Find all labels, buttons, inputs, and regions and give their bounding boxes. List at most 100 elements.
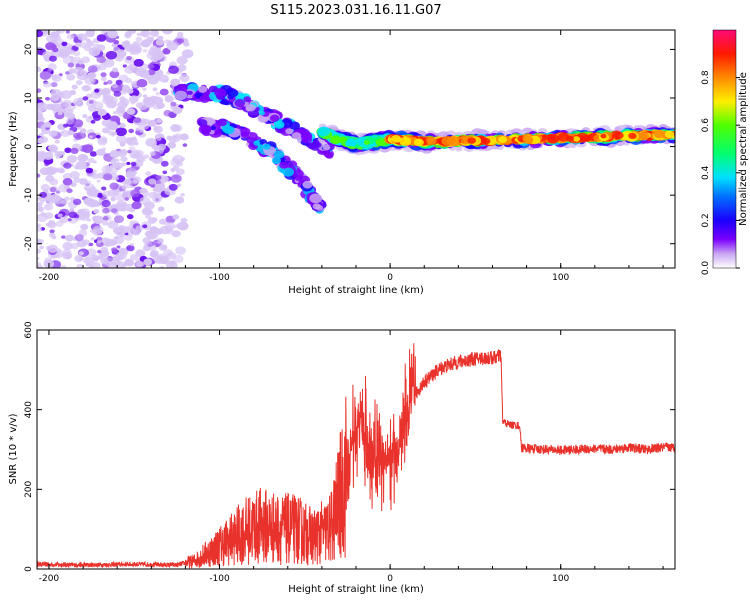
spectrogram-y-label: Frequency (Hz) bbox=[8, 111, 19, 187]
noise-blob bbox=[152, 87, 158, 92]
noise-blob bbox=[157, 206, 165, 212]
noise-blob bbox=[152, 195, 162, 204]
noise-blob bbox=[160, 256, 170, 264]
noise-blob bbox=[86, 199, 98, 208]
noise-blob bbox=[126, 88, 134, 94]
noise-blob bbox=[170, 78, 181, 87]
noise-blob bbox=[142, 96, 154, 106]
noise-blob bbox=[133, 47, 142, 54]
main-trace-core bbox=[600, 133, 607, 139]
noise-blob bbox=[160, 160, 169, 167]
snr-x-tick-label: 0 bbox=[387, 574, 393, 584]
noise-blob bbox=[117, 149, 127, 158]
noise-blob bbox=[149, 226, 159, 233]
main-trace-core bbox=[441, 136, 454, 146]
lower-branch-blob bbox=[253, 140, 261, 146]
noise-blob bbox=[180, 192, 185, 197]
noise-blob bbox=[121, 40, 130, 48]
noise-blob bbox=[79, 178, 88, 185]
spectrogram-x-ticks: -200 -100 0 100 bbox=[39, 30, 664, 283]
noise-blob bbox=[109, 164, 115, 168]
noise-blob bbox=[37, 137, 45, 144]
noise-blob bbox=[175, 168, 185, 176]
noise-blob bbox=[119, 140, 126, 146]
noise-blob bbox=[156, 118, 162, 123]
noise-blob bbox=[65, 71, 70, 75]
upper-branch-blob bbox=[285, 128, 294, 135]
noise-blob bbox=[49, 186, 57, 193]
noise-blob bbox=[63, 162, 72, 169]
main-trace-core bbox=[585, 135, 592, 140]
noise-blob bbox=[65, 234, 75, 242]
noise-blob bbox=[135, 249, 146, 258]
noise-blob bbox=[149, 151, 156, 156]
noise-blob bbox=[96, 192, 104, 198]
noise-blob bbox=[121, 207, 127, 212]
noise-blob bbox=[164, 79, 169, 83]
noise-blob bbox=[155, 39, 165, 46]
snr-x-tick-label: -100 bbox=[209, 574, 230, 584]
noise-blob bbox=[136, 32, 142, 37]
noise-blob bbox=[136, 78, 148, 88]
upper-branch-blob bbox=[313, 139, 320, 145]
noise-blob bbox=[107, 189, 118, 198]
noise-blob bbox=[85, 167, 94, 174]
noise-blob bbox=[93, 209, 100, 214]
snr-series-line bbox=[36, 343, 676, 569]
noise-blob bbox=[117, 110, 125, 117]
spectrogram-y-tick-label: 10 bbox=[24, 92, 34, 104]
main-trace-core bbox=[460, 137, 471, 145]
noise-blob bbox=[62, 177, 73, 186]
noise-blob bbox=[162, 170, 168, 175]
noise-blob bbox=[64, 112, 71, 118]
spectrogram-y-ticks: 20 10 0 -10 -20 bbox=[24, 43, 675, 251]
noise-blob bbox=[37, 226, 42, 232]
noise-blob bbox=[114, 162, 124, 170]
main-trace-halo bbox=[614, 126, 621, 132]
noise-blob bbox=[110, 208, 118, 214]
noise-blob bbox=[82, 96, 89, 101]
noise-blob bbox=[168, 183, 178, 191]
noise-blob bbox=[128, 95, 139, 103]
noise-blob bbox=[107, 220, 119, 229]
noise-blob bbox=[55, 190, 61, 194]
noise-blob bbox=[70, 147, 79, 154]
noise-blob bbox=[74, 134, 82, 141]
noise-blob bbox=[103, 81, 108, 85]
noise-blob bbox=[119, 226, 130, 234]
noise-blob bbox=[172, 124, 183, 132]
noise-blob bbox=[52, 196, 64, 205]
noise-blob bbox=[161, 30, 173, 35]
main-trace-mid bbox=[346, 138, 358, 147]
noise-blob bbox=[105, 50, 117, 60]
noise-blob bbox=[150, 250, 159, 257]
spectrogram-x-tick-label: -200 bbox=[39, 273, 60, 283]
noise-blob bbox=[87, 157, 95, 164]
noise-blob bbox=[61, 235, 66, 239]
noise-blob bbox=[170, 158, 182, 167]
main-trace-core bbox=[467, 137, 476, 144]
noise-blob bbox=[39, 191, 48, 198]
lower-branch-blob bbox=[302, 180, 313, 189]
lower-branch-blob bbox=[223, 125, 235, 135]
main-trace-mid bbox=[317, 126, 331, 137]
noise-blob bbox=[45, 96, 51, 101]
noise-blob bbox=[145, 262, 150, 266]
noise-blob bbox=[147, 119, 157, 127]
noise-blob bbox=[101, 186, 107, 191]
noise-blob bbox=[92, 215, 104, 224]
noise-blob bbox=[75, 42, 82, 48]
lower-branch-blob bbox=[282, 167, 294, 177]
noise-blob bbox=[158, 218, 167, 225]
noise-blob bbox=[100, 72, 107, 78]
snr-y-tick-label: 600 bbox=[24, 321, 34, 338]
noise-blob bbox=[133, 117, 142, 124]
noise-blob bbox=[102, 220, 109, 226]
noise-blob bbox=[42, 50, 53, 59]
noise-blob bbox=[171, 230, 181, 238]
noise-blob bbox=[73, 50, 81, 57]
spectrogram-y-tick-label: 20 bbox=[24, 43, 34, 55]
noise-blob bbox=[66, 33, 75, 40]
noise-blob bbox=[102, 216, 109, 221]
